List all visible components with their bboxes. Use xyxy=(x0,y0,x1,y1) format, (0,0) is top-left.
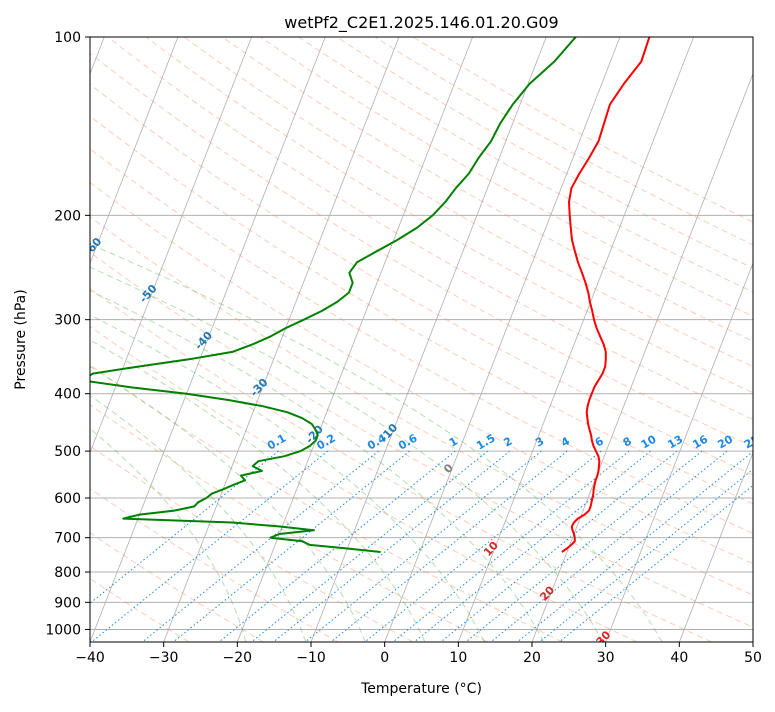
x-tick-label: 10 xyxy=(449,650,467,666)
y-tick-label: 300 xyxy=(54,313,81,329)
x-tick-label: −30 xyxy=(149,650,179,666)
x-tick-label: 30 xyxy=(597,650,615,666)
x-tick-label: 20 xyxy=(523,650,541,666)
y-tick-label: 100 xyxy=(54,30,81,46)
chart-title: wetPf2_C2E1.2025.146.01.20.G09 xyxy=(284,13,558,33)
x-axis-label: Temperature (°C) xyxy=(360,681,482,697)
y-tick-label: 200 xyxy=(54,208,81,224)
y-tick-label: 700 xyxy=(54,531,81,547)
y-tick-label: 800 xyxy=(54,565,81,581)
x-tick-label: −20 xyxy=(223,650,253,666)
x-tick-label: 0 xyxy=(380,650,389,666)
y-tick-label: 500 xyxy=(54,444,81,460)
x-tick-label: −40 xyxy=(75,650,105,666)
y-tick-label: 900 xyxy=(54,595,81,611)
y-tick-label: 400 xyxy=(54,387,81,403)
y-tick-label: 1000 xyxy=(45,622,81,638)
x-tick-label: 50 xyxy=(744,650,762,666)
x-tick-label: 40 xyxy=(670,650,688,666)
x-tick-label: −10 xyxy=(296,650,326,666)
y-tick-label: 600 xyxy=(54,491,81,507)
y-axis-label: Pressure (hPa) xyxy=(13,289,29,389)
